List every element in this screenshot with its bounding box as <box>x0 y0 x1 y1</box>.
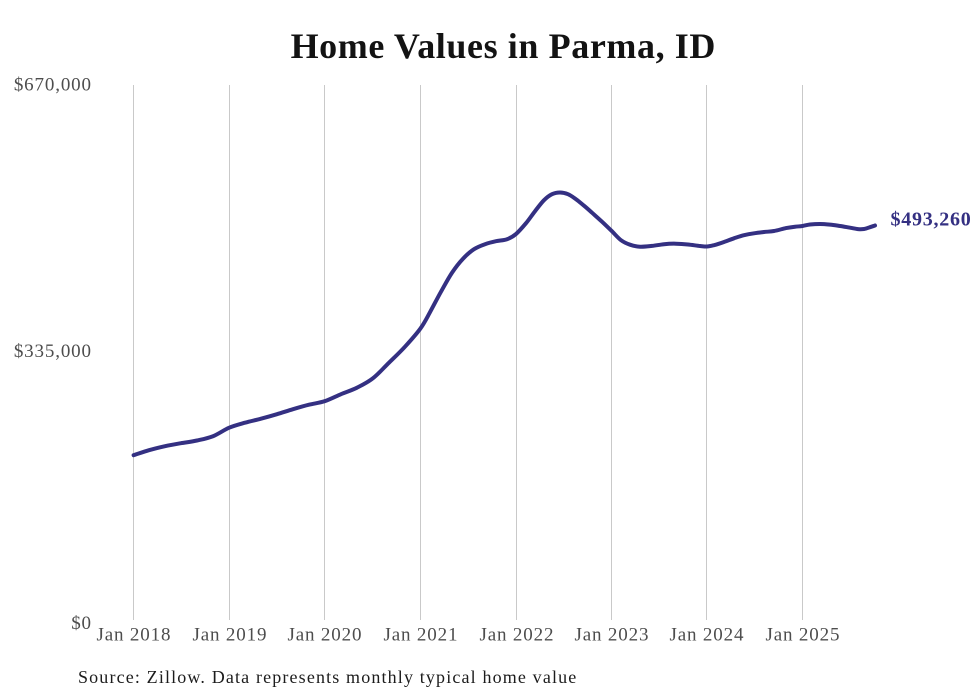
svg-text:Home Values in Parma, ID: Home Values in Parma, ID <box>291 26 716 66</box>
svg-text:Jan 2018: Jan 2018 <box>96 625 171 646</box>
svg-text:$493,260: $493,260 <box>891 208 972 230</box>
svg-text:Jan 2021: Jan 2021 <box>383 625 458 646</box>
svg-text:$0: $0 <box>71 613 92 634</box>
svg-text:Jan 2022: Jan 2022 <box>479 625 554 646</box>
svg-text:$670,000: $670,000 <box>14 75 92 96</box>
svg-text:Jan 2025: Jan 2025 <box>765 625 840 646</box>
svg-text:Jan 2020: Jan 2020 <box>287 625 362 646</box>
svg-text:Source: Zillow. Data represent: Source: Zillow. Data represents monthly … <box>78 667 577 687</box>
svg-text:Jan 2024: Jan 2024 <box>669 625 744 646</box>
svg-text:Jan 2023: Jan 2023 <box>574 625 649 646</box>
svg-text:Jan 2019: Jan 2019 <box>192 625 267 646</box>
svg-text:$335,000: $335,000 <box>14 341 92 362</box>
